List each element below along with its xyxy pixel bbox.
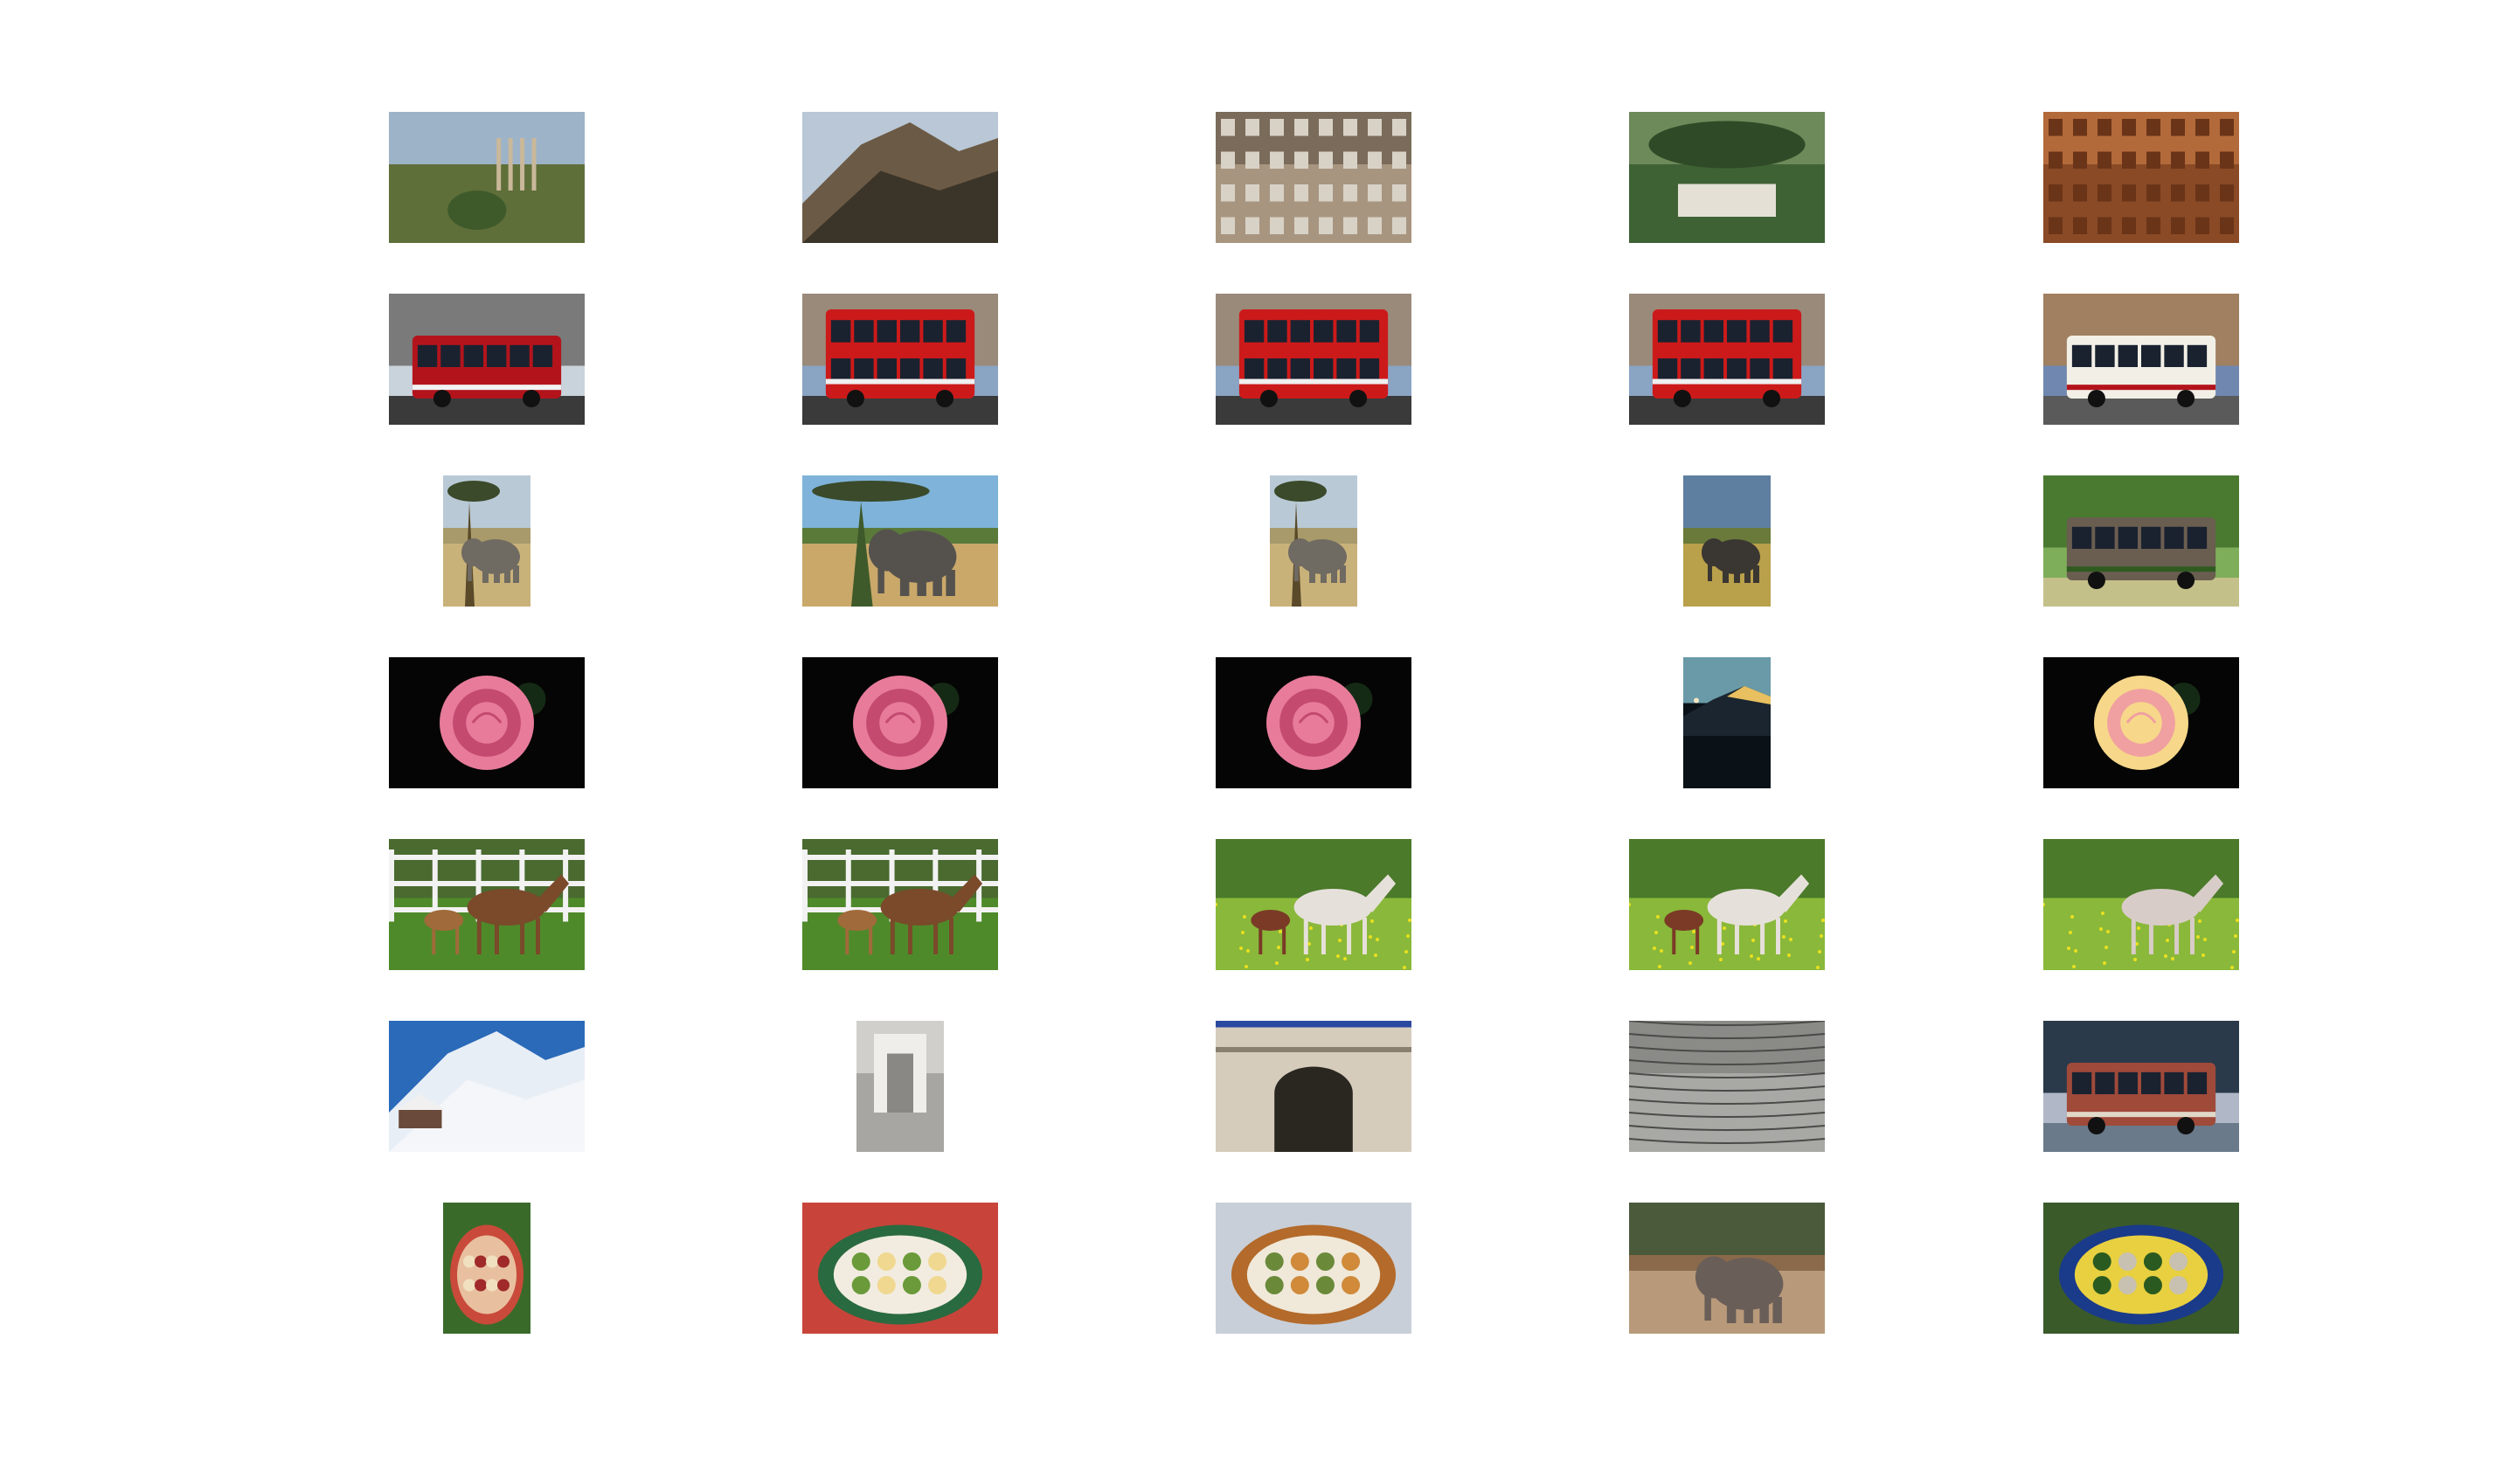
- image-white-horse-foal-meadow: [1216, 839, 1411, 970]
- image-triumphal-arch: [1216, 1021, 1411, 1152]
- image-pink-rose: [1216, 657, 1411, 788]
- image-mare-and-foal-fence: [802, 839, 998, 970]
- image-snowy-alps-chalet: [389, 1021, 585, 1152]
- image-elephant-bushes: [2043, 475, 2239, 607]
- image-mountain-peak-night: [1683, 657, 1771, 788]
- image-double-decker-red-bus: [802, 294, 998, 425]
- image-roman-forum-ruins: [389, 112, 585, 243]
- image-single-decker-red-bus: [389, 294, 585, 425]
- image-double-decker-red-bus: [1216, 294, 1411, 425]
- image-elephant-under-tree: [443, 475, 530, 607]
- image-roast-dinner-spread: [1216, 1203, 1411, 1334]
- image-plated-dish: [802, 1203, 998, 1334]
- image-double-decker-red-bus: [1629, 294, 1825, 425]
- image-pink-rose: [389, 657, 585, 788]
- image-elephant-savanna: [802, 475, 998, 607]
- image-pink-rose: [802, 657, 998, 788]
- image-fountain-statues: [1216, 112, 1411, 243]
- image-elephant-grassland: [1683, 475, 1771, 607]
- image-white-horse-grazing: [2043, 839, 2239, 970]
- image-yellow-pink-rose: [2043, 657, 2239, 788]
- image-food-platter: [443, 1203, 530, 1334]
- image-elephant-forest: [1629, 1203, 1825, 1334]
- image-carved-column: [1629, 1021, 1825, 1152]
- image-villa-aerial: [1629, 112, 1825, 243]
- image-vintage-bus: [2043, 1021, 2239, 1152]
- image-baroque-facade: [2043, 112, 2239, 243]
- image-elephant-under-tree: [1270, 475, 1357, 607]
- image-single-decker-white-bus: [2043, 294, 2239, 425]
- image-mare-and-foal-fence: [389, 839, 585, 970]
- image-mountain-canyon: [802, 112, 998, 243]
- image-trevi-fountain: [856, 1021, 944, 1152]
- image-seafood-platter: [2043, 1203, 2239, 1334]
- image-white-horse-foal-meadow: [1629, 839, 1825, 970]
